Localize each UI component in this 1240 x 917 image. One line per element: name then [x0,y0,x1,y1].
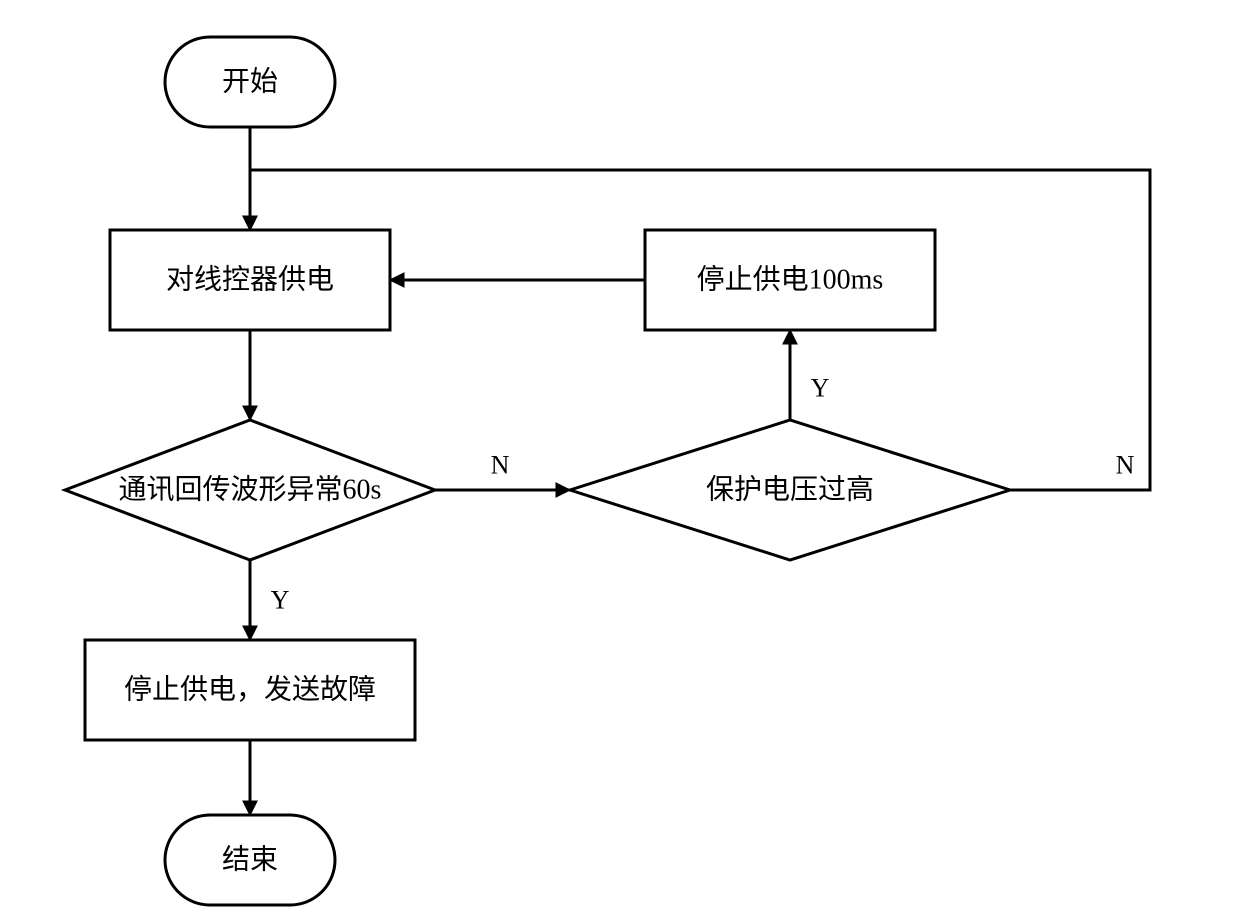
end-label: 结束 [222,844,278,876]
edge-label: N [491,451,510,480]
supply-label: 对线控器供电 [166,264,334,296]
start-label: 开始 [222,66,278,98]
end-node: 结束 [165,815,335,905]
stop100-label: 停止供电100ms [697,264,884,296]
comm60-node: 通讯回传波形异常60s [65,420,435,560]
supply-node: 对线控器供电 [110,230,390,330]
voltage-label: 保护电压过高 [706,474,874,506]
fault-label: 停止供电，发送故障 [124,674,376,706]
voltage-node: 保护电压过高 [570,420,1010,560]
start-node: 开始 [165,37,335,127]
edge-label: N [1116,451,1135,480]
stop100-node: 停止供电100ms [645,230,935,330]
flowchart-svg: N Y Y N 开始对线控器供电 停止供电100ms 通讯回传波形异常60s 保护电压过高停止… [0,0,1240,917]
edge-label: Y [811,374,830,403]
edge-label: Y [271,586,290,615]
comm60-label: 通讯回传波形异常60s [119,474,382,506]
fault-node: 停止供电，发送故障 [85,640,415,740]
